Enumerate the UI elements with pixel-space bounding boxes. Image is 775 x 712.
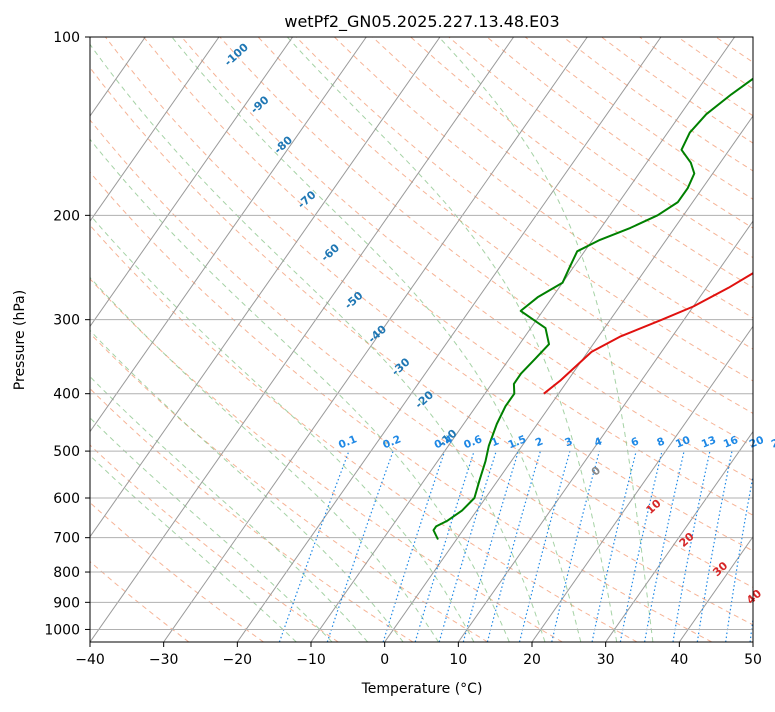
y-tick-label: 100 [53, 30, 80, 46]
y-axis-ticks: 100 200 300 400 500 600 700 800 900 1000 [44, 30, 90, 638]
x-tick-label: −20 [223, 652, 253, 668]
x-tick-label: 20 [523, 652, 541, 668]
y-axis-label: Pressure (hPa) [12, 290, 28, 390]
mixing-ratio-line [750, 451, 775, 642]
y-tick-label: 900 [53, 595, 80, 611]
y-tick-label: 1000 [44, 622, 80, 638]
x-tick-label: −40 [75, 652, 105, 668]
x-axis-label: Temperature (°C) [361, 681, 483, 697]
y-tick-label: 400 [53, 387, 80, 403]
y-tick-label: 200 [53, 208, 80, 224]
dry-adiabat-line [754, 37, 775, 642]
mixing-ratio-label: 25 [770, 434, 775, 451]
x-tick-label: −10 [296, 652, 326, 668]
x-tick-label: 10 [449, 652, 467, 668]
x-tick-label: 0 [380, 652, 389, 668]
x-axis-ticks: −40 −30 −20 −10 0 10 20 30 40 50 [75, 642, 762, 668]
y-tick-label: 800 [53, 565, 80, 581]
y-tick-label: 700 [53, 531, 80, 547]
x-tick-label: −30 [149, 652, 179, 668]
y-tick-label: 500 [53, 444, 80, 460]
isotherm-line [0, 37, 72, 642]
y-tick-label: 300 [53, 313, 80, 329]
x-tick-label: 40 [670, 652, 688, 668]
chart-title: wetPf2_GN05.2025.227.13.48.E03 [284, 12, 559, 32]
plot-background [90, 37, 753, 642]
x-tick-label: 30 [597, 652, 615, 668]
y-tick-label: 600 [53, 491, 80, 507]
isotherm-line [753, 37, 775, 642]
x-tick-label: 50 [744, 652, 762, 668]
